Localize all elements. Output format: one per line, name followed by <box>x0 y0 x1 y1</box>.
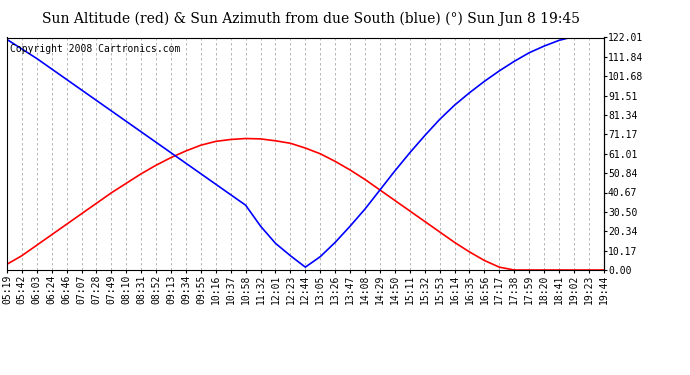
Text: Copyright 2008 Cartronics.com: Copyright 2008 Cartronics.com <box>10 45 180 54</box>
Text: Sun Altitude (red) & Sun Azimuth from due South (blue) (°) Sun Jun 8 19:45: Sun Altitude (red) & Sun Azimuth from du… <box>41 11 580 26</box>
